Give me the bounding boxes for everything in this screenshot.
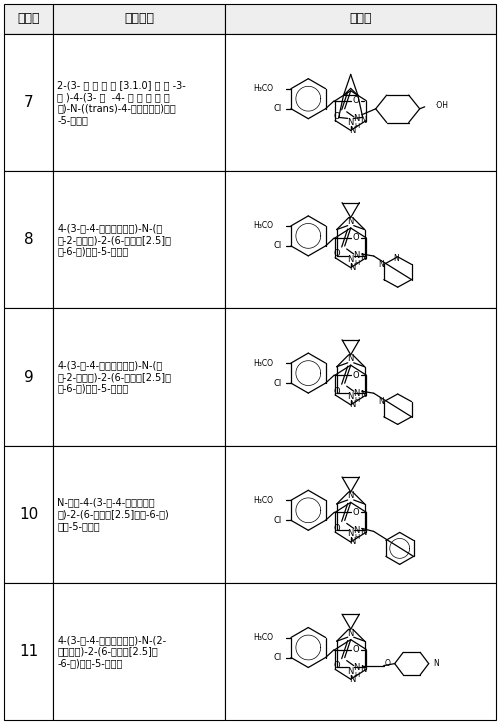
Text: H₃CO: H₃CO: [253, 496, 273, 505]
Bar: [226, 34, 496, 171]
Bar: [53, 34, 226, 171]
Text: N: N: [350, 675, 356, 683]
Text: H₃CO: H₃CO: [253, 358, 273, 368]
Text: N: N: [360, 528, 366, 536]
Text: N: N: [360, 665, 366, 674]
Text: N: N: [350, 263, 356, 272]
Text: N: N: [350, 400, 356, 409]
Text: H: H: [354, 260, 360, 266]
Text: H₃CO: H₃CO: [253, 633, 273, 642]
Text: O: O: [334, 112, 340, 122]
Text: 2-(3- 氮 杂 双 环 [3.1.0] 己 烷 -3-
基 )-4-(3- 氯  -4- 甲 氧 基 苄 氧
基)-N-((trans)-4-羟基环己基)噄: 2-(3- 氮 杂 双 环 [3.1.0] 己 烷 -3- 基 )-4-(3- …: [57, 80, 186, 125]
Text: N: N: [354, 389, 360, 397]
Text: N: N: [354, 526, 360, 535]
Text: N: N: [348, 529, 354, 539]
Text: N: N: [348, 118, 354, 127]
Text: N: N: [348, 628, 354, 638]
Text: N: N: [354, 663, 360, 672]
Text: N: N: [360, 253, 366, 262]
Text: N: N: [348, 667, 354, 675]
Bar: [4, 4, 53, 34]
Text: Cl: Cl: [274, 653, 282, 662]
Text: 4-(3-氯-4-甲氧基苄氧基)-N-(噄
啊-2-基甲基)-2-(6-氮杂螺[2.5]辛
烷-6-基)噄啊-5-甲酰胺: 4-(3-氯-4-甲氧基苄氧基)-N-(噄 啊-2-基甲基)-2-(6-氮杂螺[…: [57, 223, 171, 256]
Text: 11: 11: [19, 644, 38, 659]
Text: H: H: [354, 672, 360, 678]
Text: O: O: [353, 645, 360, 654]
Text: N: N: [350, 126, 356, 135]
Text: ·OH: ·OH: [434, 101, 448, 110]
Text: 7: 7: [24, 95, 34, 110]
Text: N: N: [348, 255, 354, 264]
Text: H: H: [354, 534, 360, 540]
Bar: [4, 34, 53, 171]
Text: Cl: Cl: [274, 104, 282, 113]
Text: H₃CO: H₃CO: [253, 222, 273, 230]
Bar: [53, 171, 226, 308]
Text: N: N: [348, 392, 354, 401]
Bar: [53, 4, 226, 34]
Bar: [226, 308, 496, 445]
Text: O: O: [353, 508, 360, 517]
Text: N: N: [348, 217, 354, 226]
Text: N: N: [348, 492, 354, 500]
Text: 10: 10: [19, 507, 38, 522]
Bar: [4, 171, 53, 308]
Text: N: N: [360, 116, 366, 125]
Text: O: O: [385, 659, 390, 668]
Text: O: O: [334, 387, 340, 396]
Bar: [53, 445, 226, 583]
Text: Cl: Cl: [274, 241, 282, 251]
Bar: [53, 583, 226, 720]
Text: H₃CO: H₃CO: [253, 84, 273, 93]
Bar: [226, 171, 496, 308]
Text: N: N: [393, 254, 398, 264]
Text: O: O: [334, 661, 340, 670]
Bar: [226, 445, 496, 583]
Text: O: O: [353, 96, 360, 105]
Bar: [53, 308, 226, 445]
Text: N: N: [350, 537, 356, 547]
Text: 9: 9: [24, 369, 34, 384]
Text: O: O: [353, 371, 360, 379]
Text: H: H: [354, 397, 360, 403]
Text: 4-(3-氯-4-甲氧基苄氧基)-N-(2-
咀啬乙基)-2-(6-氮杂螺[2.5]烷
-6-基)噄啊-5-甲酰胺: 4-(3-氯-4-甲氧基苄氧基)-N-(2- 咀啬乙基)-2-(6-氮杂螺[2.…: [57, 635, 166, 668]
Text: N-苄基-4-(3-氯-4-甲氧基苄氧
基)-2-(6-氮杂螺[2.5]辛烷-6-基)
噄啊-5-甲酰胺: N-苄基-4-(3-氯-4-甲氧基苄氧 基)-2-(6-氮杂螺[2.5]辛烷-6…: [57, 497, 169, 531]
Text: O: O: [353, 233, 360, 243]
Bar: [4, 445, 53, 583]
Text: O: O: [334, 250, 340, 258]
Text: N: N: [348, 354, 354, 363]
Bar: [226, 4, 496, 34]
Text: 8: 8: [24, 232, 34, 248]
Bar: [4, 308, 53, 445]
Text: N: N: [378, 260, 384, 269]
Text: N: N: [360, 390, 366, 400]
Text: N: N: [378, 397, 384, 406]
Text: O: O: [334, 524, 340, 533]
Text: N: N: [354, 114, 360, 123]
Text: N: N: [354, 251, 360, 261]
Text: Cl: Cl: [274, 515, 282, 525]
Text: 化合物: 化合物: [18, 12, 40, 25]
Text: H: H: [354, 123, 360, 129]
Text: Cl: Cl: [274, 379, 282, 387]
Text: 4-(3-氯-4-甲氧基苄氧基)-N-(吠
啊-2-基甲基)-2-(6-氮杂螺[2.5]辛
烷-6-基)噄啊-5-甲酰胺: 4-(3-氯-4-甲氧基苄氧基)-N-(吠 啊-2-基甲基)-2-(6-氮杂螺[…: [57, 361, 171, 394]
Text: 结构式: 结构式: [350, 12, 372, 25]
Bar: [4, 583, 53, 720]
Bar: [226, 583, 496, 720]
Text: 化学名称: 化学名称: [124, 12, 154, 25]
Text: N: N: [433, 659, 438, 668]
